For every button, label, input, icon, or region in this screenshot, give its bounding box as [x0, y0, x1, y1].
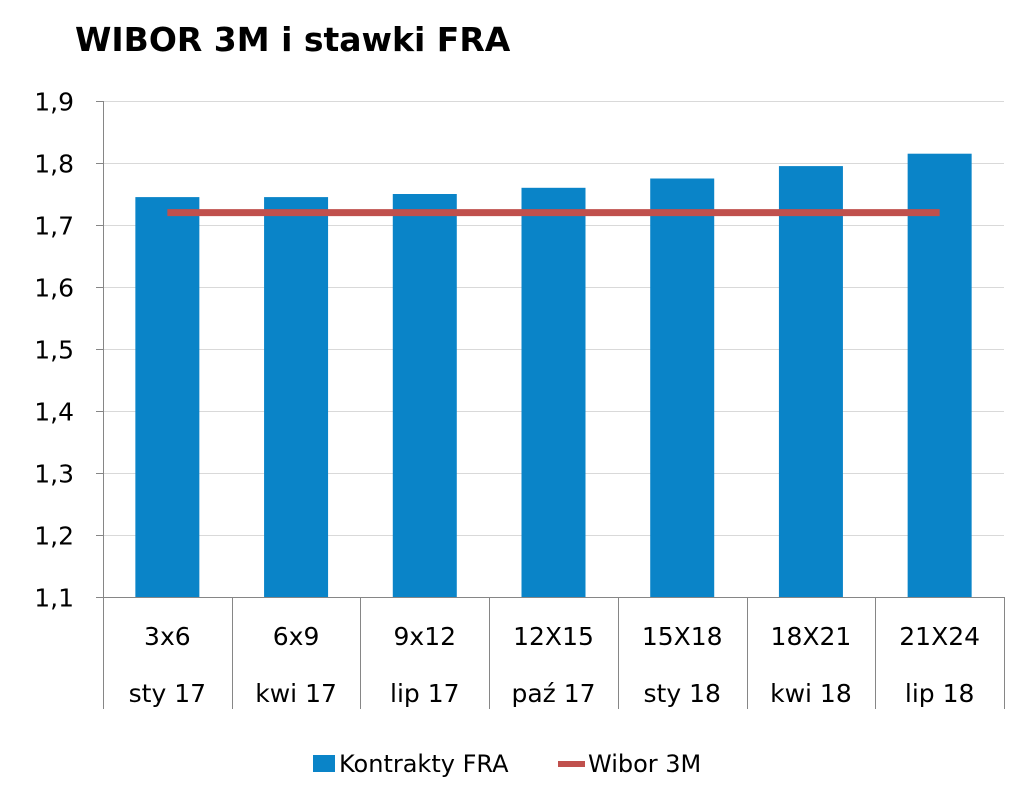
x-tick-label: sty 17	[129, 679, 206, 708]
x-tick-label: 15X18	[642, 622, 723, 651]
y-tick-label: 1,5	[34, 336, 74, 365]
bar	[521, 187, 586, 598]
legend-label: Wibor 3M	[588, 750, 701, 778]
x-tick-label: lip 18	[905, 679, 975, 708]
bar-series	[135, 153, 972, 598]
x-tick-label: kwi 17	[255, 679, 337, 708]
bar	[778, 166, 843, 597]
x-tick-labels: 3x6 sty 17 6x9 kwi 17 9x12 lip 17 12X15 paź 17 1…	[129, 622, 980, 708]
y-tick-label: 1,3	[34, 460, 74, 489]
x-tick-label: 12X15	[513, 622, 594, 651]
axes	[96, 101, 1005, 709]
x-tick-label: 9x12	[394, 622, 457, 651]
x-tick-label: 21X24	[899, 622, 980, 651]
legend-swatch-bar	[313, 755, 335, 772]
chart-title: WIBOR 3M i stawki FRA	[75, 20, 511, 59]
x-tick-label: kwi 18	[770, 679, 852, 708]
legend-label: Kontrakty FRA	[339, 750, 509, 778]
bar	[650, 178, 715, 597]
y-tick-label: 1,8	[34, 150, 74, 179]
x-tick-label: 3x6	[144, 622, 191, 651]
y-tick-label: 1,1	[34, 584, 74, 613]
x-tick-label: paź 17	[511, 679, 595, 708]
y-tick-label: 1,9	[34, 88, 74, 117]
x-tick-label: sty 18	[644, 679, 721, 708]
bar	[907, 153, 972, 597]
x-tick-label: 6x9	[273, 622, 320, 651]
y-tick-label: 1,2	[34, 522, 74, 551]
legend: Kontrakty FRA Wibor 3M	[313, 750, 701, 778]
bar	[392, 194, 457, 597]
y-tick-label: 1,4	[34, 398, 74, 427]
x-tick-label: lip 17	[390, 679, 460, 708]
bar	[264, 197, 329, 597]
y-tick-labels: 1,1 1,2 1,3 1,4 1,5 1,6 1,7 1,8 1,9	[34, 88, 74, 613]
y-tick-label: 1,7	[34, 212, 74, 241]
bar	[135, 197, 200, 597]
y-tick-label: 1,6	[34, 274, 74, 303]
x-tick-label: 18X21	[771, 622, 852, 651]
